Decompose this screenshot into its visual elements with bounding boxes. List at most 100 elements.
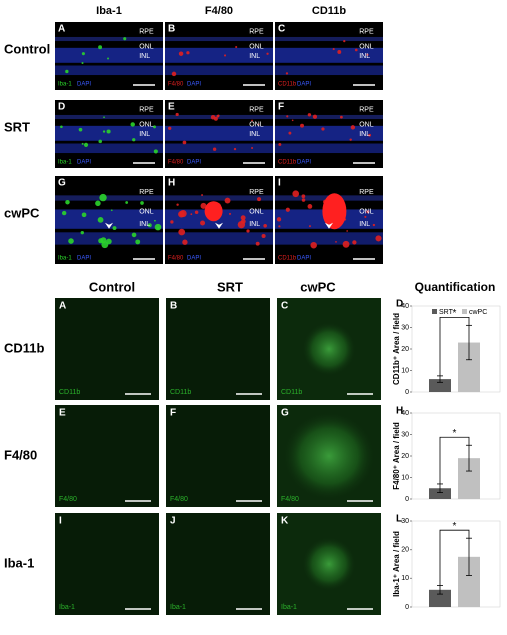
y-tick-label: 40 bbox=[401, 410, 409, 417]
micrograph bbox=[166, 298, 270, 400]
rpe-layer bbox=[55, 36, 163, 42]
y-tick-label: 20 bbox=[401, 547, 409, 554]
stain-label: F4/80 bbox=[170, 496, 188, 503]
staining-signal bbox=[301, 536, 357, 592]
stained-cell bbox=[83, 142, 89, 147]
y-axis-label: Iba-1⁺ Area / field bbox=[392, 531, 401, 597]
layer-label: INL bbox=[359, 221, 370, 228]
stain-label: Iba-1 bbox=[281, 604, 297, 611]
stained-cell bbox=[321, 127, 325, 131]
stained-cell bbox=[102, 130, 106, 133]
stain-label: F4/80 bbox=[59, 496, 77, 503]
stained-cell bbox=[65, 199, 70, 205]
panel-letter: F bbox=[278, 102, 284, 113]
arrowhead bbox=[325, 222, 333, 229]
layer-label: INL bbox=[139, 221, 150, 228]
layer-label: RPE bbox=[139, 28, 154, 35]
panel-letter: D bbox=[58, 102, 65, 113]
arrowhead bbox=[215, 222, 223, 229]
legend-swatch bbox=[432, 309, 437, 314]
row-label: Iba-1 bbox=[4, 555, 34, 570]
stained-cell bbox=[349, 138, 352, 141]
stained-cell bbox=[171, 71, 177, 77]
counterstain-label: DAPI bbox=[77, 256, 91, 262]
stained-cell bbox=[278, 225, 281, 228]
panel-letter: F bbox=[170, 408, 176, 419]
stain-label: Iba-1 bbox=[58, 160, 72, 166]
significance-marker: * bbox=[453, 428, 457, 439]
stained-cell bbox=[194, 210, 199, 214]
stained-cell bbox=[257, 123, 260, 126]
column-header: CD11b bbox=[312, 5, 347, 17]
stained-cell bbox=[213, 116, 218, 121]
layer-label: ONL bbox=[359, 209, 374, 216]
stained-cell bbox=[98, 45, 103, 50]
nuclear-layer bbox=[55, 143, 163, 154]
stained-cell bbox=[233, 147, 237, 151]
stained-cell bbox=[200, 202, 207, 209]
stained-cell bbox=[81, 142, 84, 145]
arrowhead bbox=[105, 222, 113, 229]
stained-cell bbox=[240, 219, 246, 224]
rpe-layer bbox=[165, 36, 273, 42]
stained-cell bbox=[251, 119, 253, 122]
stain-label: CD11b bbox=[278, 82, 297, 88]
nuclear-layer bbox=[275, 65, 383, 76]
stained-cell bbox=[97, 216, 104, 223]
chart-label: L bbox=[396, 514, 402, 525]
stained-cell bbox=[123, 37, 127, 41]
nuclear-layer bbox=[165, 47, 273, 63]
chart-frame bbox=[411, 520, 501, 608]
layer-label: INL bbox=[249, 53, 260, 60]
stained-cell bbox=[140, 201, 144, 205]
stained-cell bbox=[301, 198, 306, 202]
nuclear-layer bbox=[275, 143, 383, 154]
stained-cell bbox=[65, 69, 69, 74]
stained-cell bbox=[98, 238, 104, 244]
micrograph bbox=[55, 405, 159, 507]
stained-cell bbox=[223, 54, 227, 57]
stained-cell bbox=[107, 57, 110, 60]
stained-cell bbox=[80, 230, 84, 235]
rpe-layer bbox=[55, 195, 163, 201]
bar bbox=[429, 589, 451, 607]
stain-label: Iba-1 bbox=[59, 604, 75, 611]
significance-bracket bbox=[439, 436, 470, 484]
micrograph bbox=[166, 513, 270, 615]
panel-letter: K bbox=[281, 516, 289, 527]
stained-cell bbox=[307, 204, 313, 209]
stained-cell bbox=[307, 113, 312, 117]
stained-cell bbox=[81, 61, 84, 65]
y-tick-label: 10 bbox=[401, 474, 409, 481]
stained-cell bbox=[182, 239, 188, 245]
stained-cell bbox=[61, 210, 67, 216]
layer-label: INL bbox=[359, 131, 370, 138]
row-label: SRT bbox=[4, 119, 30, 134]
rpe-layer bbox=[165, 195, 273, 201]
panel-letter: G bbox=[58, 178, 66, 189]
layer-label: RPE bbox=[139, 106, 154, 113]
stained-cell bbox=[175, 112, 179, 117]
y-tick-label: 20 bbox=[401, 346, 409, 353]
panel-letter: A bbox=[59, 301, 66, 312]
y-tick-label: 0 bbox=[405, 389, 409, 396]
stained-cell bbox=[278, 142, 282, 146]
stained-cell bbox=[103, 116, 105, 119]
nuclear-layer bbox=[55, 65, 163, 76]
stained-cell bbox=[246, 229, 250, 233]
layer-label: ONL bbox=[249, 43, 263, 50]
stained-cell bbox=[261, 233, 266, 239]
significance-marker: * bbox=[453, 308, 457, 319]
stained-cell bbox=[228, 212, 232, 215]
significance-marker: * bbox=[453, 521, 457, 532]
nuclear-layer bbox=[165, 125, 273, 141]
stained-cell bbox=[251, 146, 254, 150]
stained-cell bbox=[112, 226, 117, 231]
stain-label: CD11b bbox=[281, 389, 302, 396]
stained-cell bbox=[153, 125, 156, 129]
stained-cell bbox=[170, 220, 174, 224]
stained-cell bbox=[257, 197, 262, 202]
panel-letter: A bbox=[58, 24, 65, 35]
layer-label: INL bbox=[139, 53, 150, 60]
y-tick-label: 0 bbox=[405, 604, 409, 611]
